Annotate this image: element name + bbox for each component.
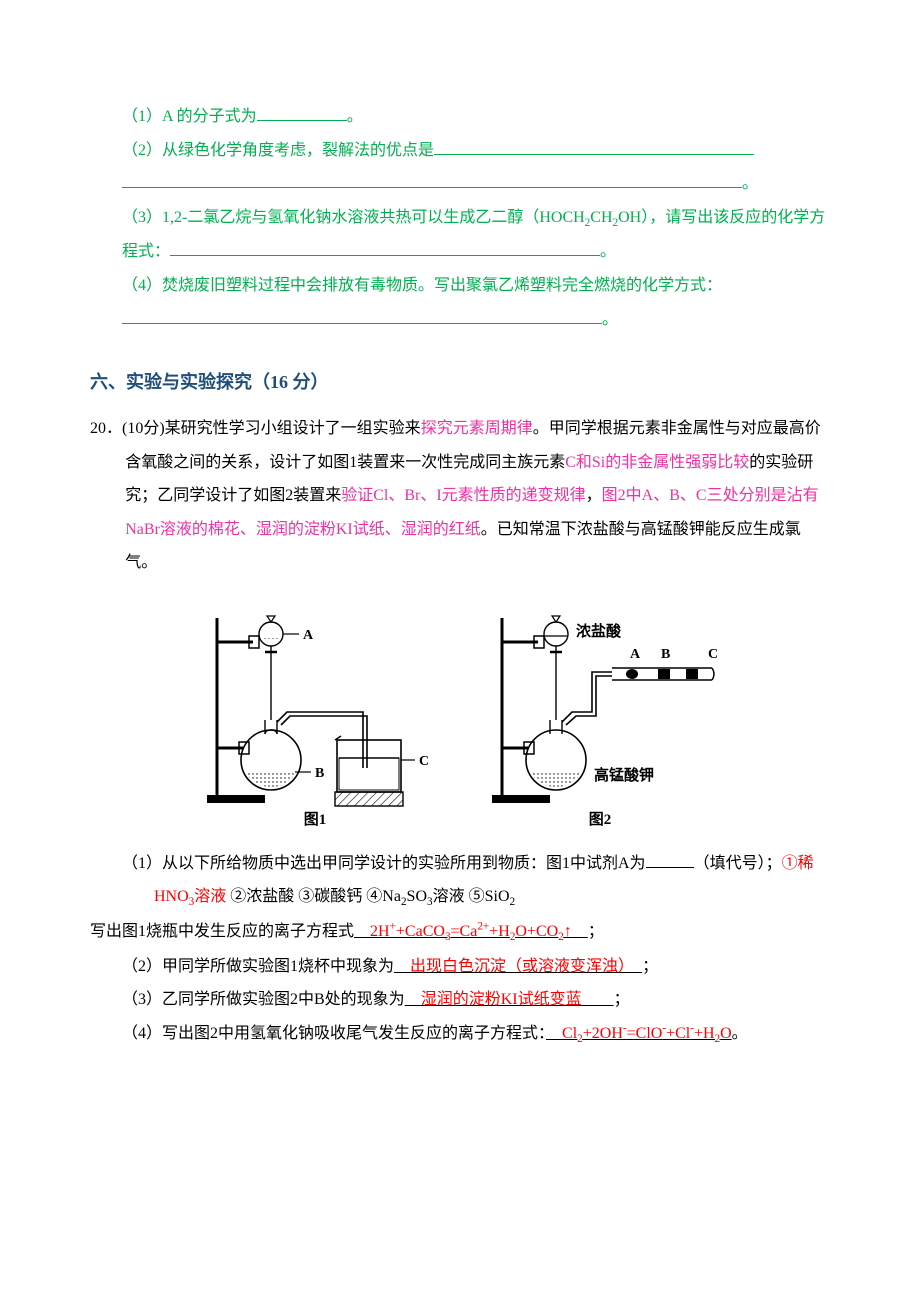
q20-s2-b: ；: [642, 958, 658, 975]
q-prev-2-text-b: 。: [742, 175, 758, 192]
q20-s2-ans-wrap: 出现白色沉淀（或溶液变浑浊）: [394, 958, 642, 975]
blank-4: [122, 323, 602, 324]
q-prev-4-cont: 。: [90, 303, 830, 337]
q20-s3-b: ；: [614, 991, 630, 1008]
q20-s1-ionic-ans: 2H++CaCO3=Ca2++H2O+CO2↑: [354, 923, 588, 940]
q20-s2-a: （2）甲同学所做实验图1烧杯中现象为: [122, 958, 394, 975]
q20-s2: （2）甲同学所做实验图1烧杯中现象为 出现白色沉淀（或溶液变浑浊） ；: [90, 950, 830, 984]
figure-1: A B: [207, 616, 429, 828]
figure-2: 浓盐酸 高锰酸钾 A B: [492, 616, 718, 828]
q20-s4-ans-wrap: Cl2+2OH-=ClO-+Cl-+H2O: [546, 1025, 732, 1042]
q-prev-1: （1）A 的分子式为 。: [90, 100, 830, 134]
q20-s3: （3）乙同学所做实验图2中B处的现象为 湿润的淀粉KI试纸变蓝 ；: [90, 983, 830, 1017]
q-prev-3-text-b: CH: [590, 209, 612, 226]
apparatus-diagram: A B: [195, 600, 725, 830]
fig2-label-c: C: [708, 647, 718, 662]
q20-intro-f: 验证Cl、Br、I元素性质的递变规律: [341, 487, 585, 504]
q20-intro-g: ，: [586, 487, 602, 504]
q20-num: 20．: [90, 420, 122, 437]
q20-s4: （4）写出图2中用氢氧化钠吸收尾气发生反应的离子方程式： Cl2+2OH-=Cl…: [90, 1017, 830, 1052]
q-prev-3: （3）1,2-二氯乙烷与氢氧化钠水溶液共热可以生成乙二醇（HOCH2CH2OH）…: [90, 201, 830, 269]
q20-intro-a: (10分)某研究性学习小组设计了一组实验来: [122, 420, 421, 437]
q20-s1-ionic: 写出图1烧瓶中发生反应的离子方程式 2H++CaCO3=Ca2++H2O+CO2…: [90, 915, 830, 950]
page-content: （1）A 的分子式为。 （2）从绿色化学角度考虑，裂解法的优点是 。 （3）1,…: [0, 0, 920, 1112]
q-prev-2: （2）从绿色化学角度考虑，裂解法的优点是: [90, 134, 830, 168]
q20-intro: 20．(10分)某研究性学习小组设计了一组实验来探究元素周期律。甲同学根据元素非…: [90, 412, 830, 580]
fig2-label-acid: 浓盐酸: [576, 622, 622, 640]
fig1-label-c: C: [419, 754, 429, 769]
q-prev-2-text-a: （2）从绿色化学角度考虑，裂解法的优点是: [122, 142, 434, 159]
blank-s1: [646, 867, 694, 868]
q-prev-3-text-a: （3）1,2-二氯乙烷与氢氧化钠水溶液共热可以生成乙二醇（HOCH: [122, 209, 585, 226]
fig2-label-a: A: [630, 647, 641, 662]
fig1-caption: 图1: [304, 811, 327, 828]
q20-s1-opt-rest: ②浓盐酸 ③碳酸钙 ④Na2SO3溶液 ⑤SiO2: [230, 888, 515, 905]
blank-2a: [434, 154, 754, 155]
q20-s1-b: （填代号）；: [694, 855, 782, 872]
q20-s1: （1）从以下所给物质中选出甲同学设计的实验所用到物质：图1中试剂A为 （填代号）；…: [90, 847, 830, 915]
q-prev-4-text-a: （4）焚烧废旧塑料过程中会排放有毒物质。写出聚氯乙烯塑料完全燃烧的化学方式：: [122, 277, 722, 294]
fig1-label-a: A: [303, 628, 314, 643]
blank-1: [257, 120, 347, 121]
q-prev-4: （4）焚烧废旧塑料过程中会排放有毒物质。写出聚氯乙烯塑料完全燃烧的化学方式：: [90, 269, 830, 303]
q20-s1-ionic-lead: 写出图1烧瓶中发生反应的离子方程式: [90, 923, 354, 940]
fig2-label-kmno4: 高锰酸钾: [594, 766, 654, 784]
q20-s2-ans: 出现白色沉淀（或溶液变浑浊）: [410, 958, 626, 975]
fig2-caption: 图2: [589, 811, 612, 828]
q20-s3-ans: 湿润的淀粉KI试纸变蓝: [421, 991, 582, 1008]
blank-2b: [122, 187, 742, 188]
fig1-label-b: B: [315, 766, 324, 781]
q-prev-2-cont: 。: [90, 167, 830, 201]
q-prev-4-text-b: 。: [602, 311, 618, 328]
q20-intro-d: C和Si的非金属性强弱比较: [565, 454, 749, 471]
q-prev-1-text-b: 。: [347, 108, 363, 125]
q-prev-1-text-a: （1）A 的分子式为: [122, 108, 257, 125]
q20-s4-a: （4）写出图2中用氢氧化钠吸收尾气发生反应的离子方程式：: [122, 1025, 546, 1042]
q20-s1-a: （1）从以下所给物质中选出甲同学设计的实验所用到物质：图1中试剂A为: [122, 855, 646, 872]
q20-s3-ans-wrap: 湿润的淀粉KI试纸变蓝: [405, 991, 614, 1008]
fig2-label-b: B: [661, 647, 670, 662]
q20-s1-end: ；: [588, 923, 604, 940]
section-heading: 六、实验与实验探究（16 分）: [90, 364, 830, 402]
q20-s4-end: 。: [732, 1025, 748, 1042]
q-prev-3-text-d: 。: [600, 243, 616, 260]
blank-3: [170, 255, 600, 256]
q20-intro-b: 探究元素周期律: [421, 420, 533, 437]
q20-s3-a: （3）乙同学所做实验图2中B处的现象为: [122, 991, 405, 1008]
figure-row: A B: [90, 600, 830, 843]
